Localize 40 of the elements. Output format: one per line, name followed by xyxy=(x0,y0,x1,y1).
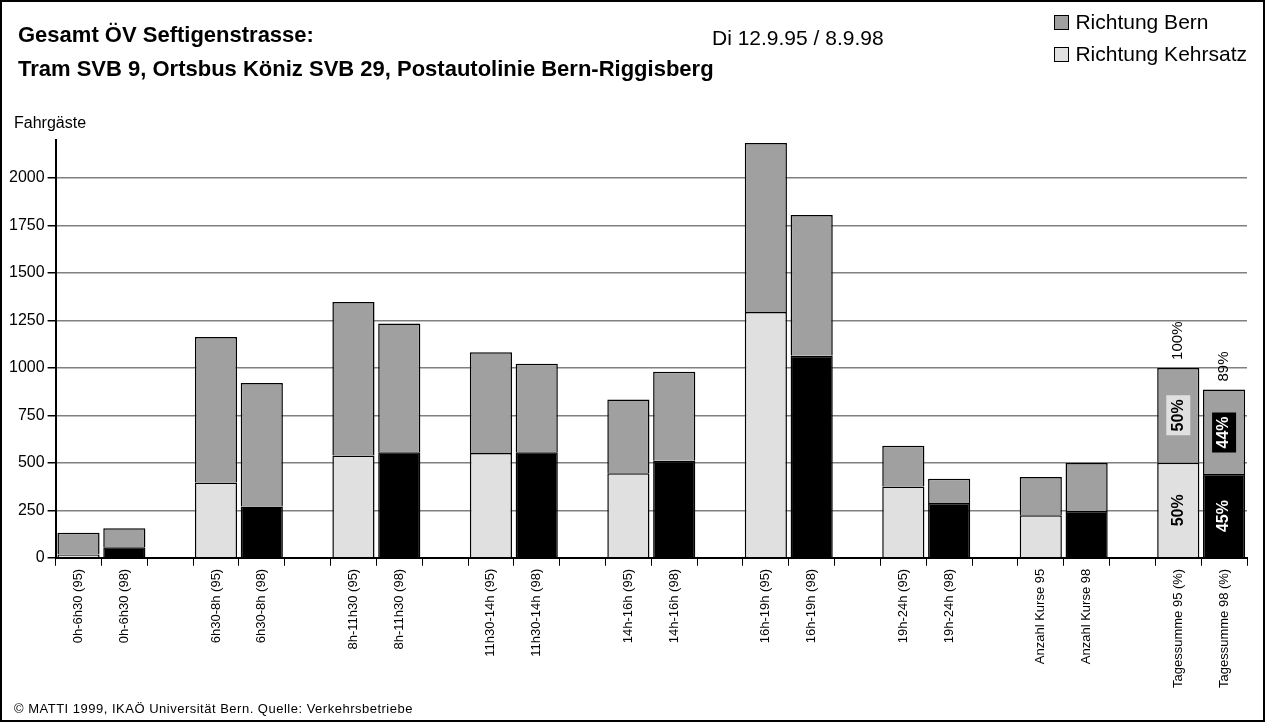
annotation: 89% xyxy=(1214,351,1232,382)
x-tick-label: Anzahl Kurse 95 xyxy=(1032,568,1048,665)
text: Di 12.9.95 / 8.9.98 xyxy=(712,26,884,50)
chart-title: Gesamt ÖV Seftigenstrasse: xyxy=(18,21,315,49)
y-tick-label: 500 xyxy=(17,453,45,471)
legend-label: Richtung Bern xyxy=(1075,9,1209,35)
x-tick-label: 14h-16h (98) xyxy=(665,568,681,644)
annotation: 50% xyxy=(1168,399,1186,432)
y-tick-label: 250 xyxy=(17,500,45,518)
y-tick-label: 1250 xyxy=(9,310,45,328)
y-tick-label: 1000 xyxy=(9,358,45,376)
x-tick-label: 8h-11h30 (98) xyxy=(390,568,406,650)
x-tick-label: 0h-6h30 (95) xyxy=(70,568,86,644)
x-tick-label: 6h30-8h (95) xyxy=(207,568,223,644)
chart-subtitle: Tram SVB 9, Ortsbus Köniz SVB 29, Postautolinie Bern-Riggisberg xyxy=(18,55,714,83)
annotation: 44% xyxy=(1214,416,1232,449)
annotation: 45% xyxy=(1214,500,1232,533)
x-tick-label: 16h-19h (95) xyxy=(757,568,773,644)
x-tick-label: 16h-19h (98) xyxy=(803,568,819,644)
x-tick-label: 19h-24h (98) xyxy=(940,568,956,644)
x-tick-label: 8h-11h30 (95) xyxy=(345,568,361,650)
y-tick-label: 750 xyxy=(17,405,45,423)
x-tick-label: Tagessumme 95 (%) xyxy=(1169,568,1185,689)
y-tick-label: 0 xyxy=(35,548,45,566)
x-tick-label: Anzahl Kurse 98 xyxy=(1078,568,1094,665)
annotation: 50% xyxy=(1168,494,1186,527)
annotation: 100% xyxy=(1168,321,1186,360)
x-tick-label: 0h-6h30 (98) xyxy=(115,568,131,644)
y-axis-title: Fahrgäste xyxy=(14,114,87,132)
x-tick-label: 19h-24h (95) xyxy=(894,568,910,644)
legend-label: Richtung Kehrsatz xyxy=(1075,41,1247,67)
x-tick-label: 14h-16h (95) xyxy=(619,568,635,644)
x-tick-label: Tagessumme 98 (%) xyxy=(1215,568,1231,689)
y-tick-label: 1750 xyxy=(9,215,45,233)
text: © MATTI 1999, IKAÖ Universität Bern. Quelle: Verkehrsbetriebe xyxy=(14,701,413,716)
x-tick-label: 11h30-14h (95) xyxy=(482,568,498,657)
y-tick-label: 1500 xyxy=(9,263,45,281)
x-tick-label: 11h30-14h (98) xyxy=(528,568,544,657)
x-tick-label: 6h30-8h (98) xyxy=(253,568,269,644)
y-tick-label: 2000 xyxy=(9,168,45,186)
